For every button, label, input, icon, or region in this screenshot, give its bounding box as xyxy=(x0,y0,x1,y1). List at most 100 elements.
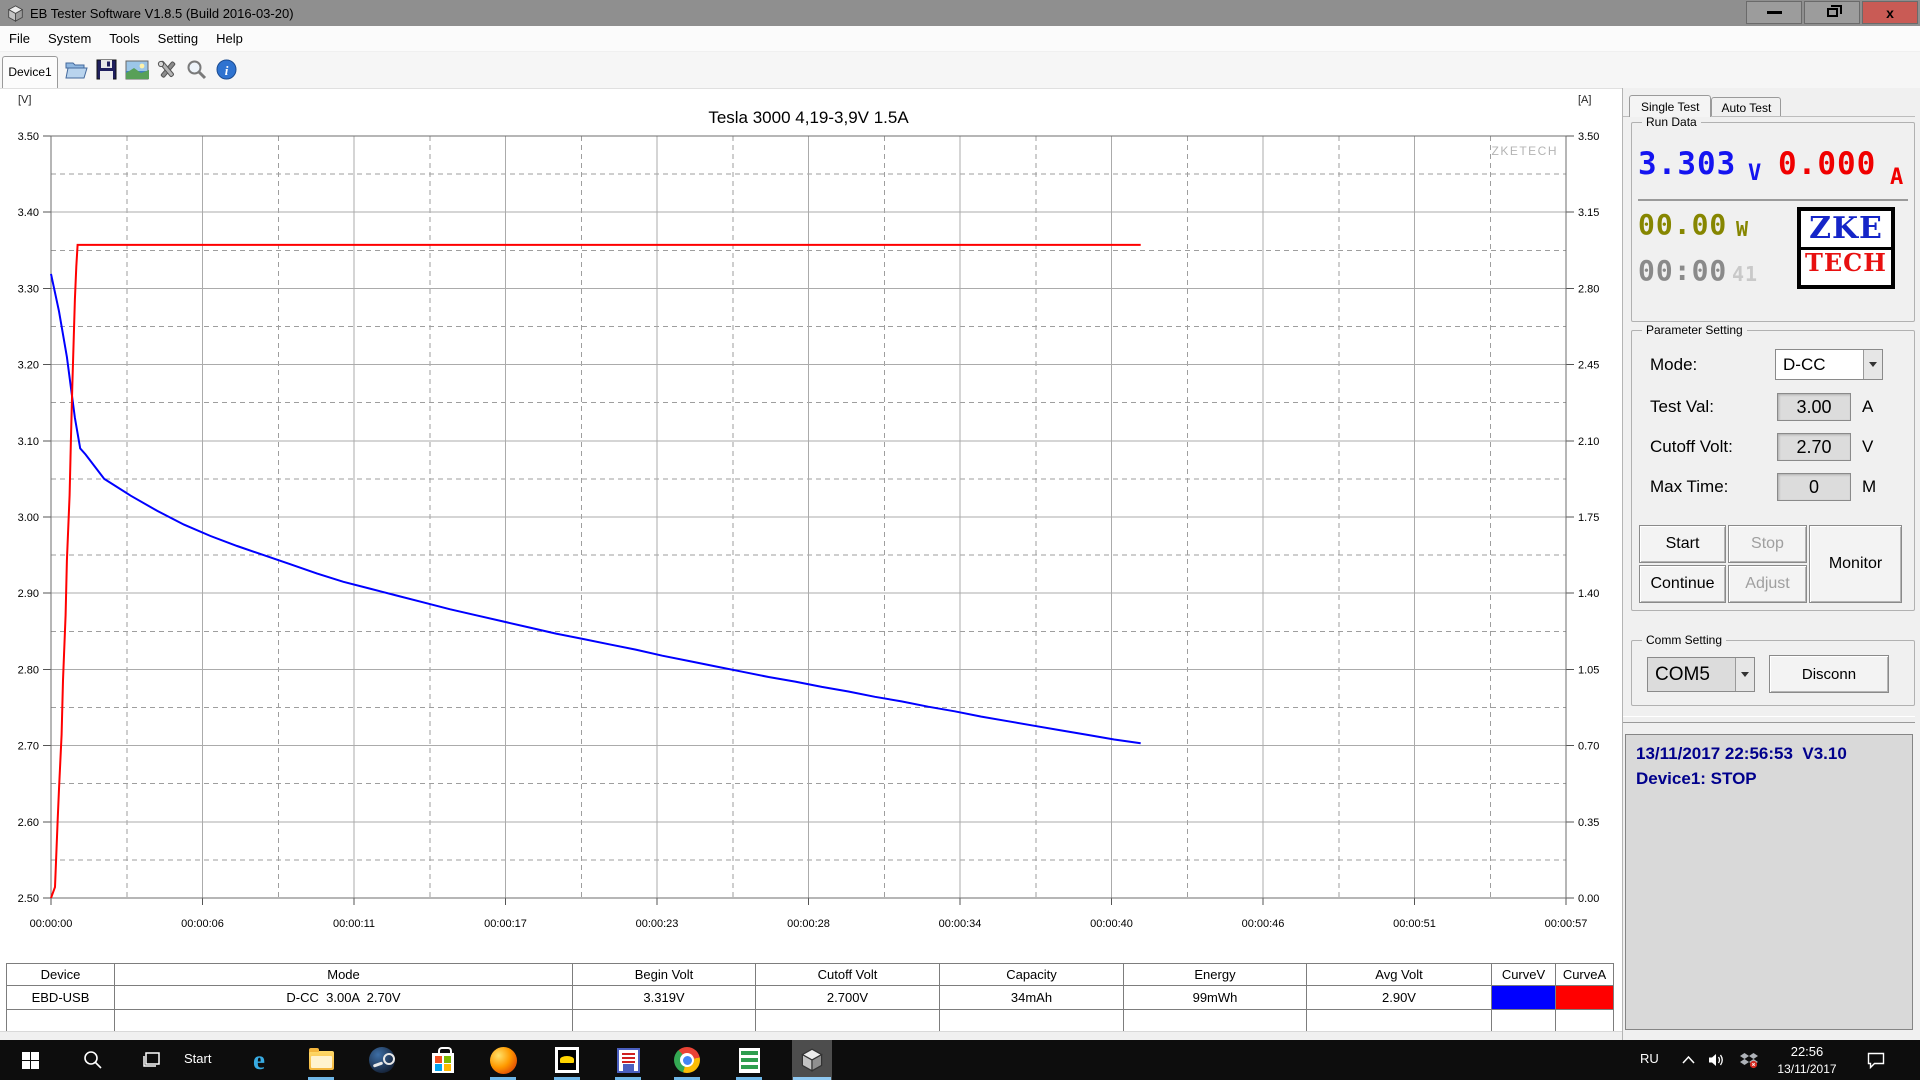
tab-single-test[interactable]: Single Test xyxy=(1629,95,1712,117)
svg-text:00:00:34: 00:00:34 xyxy=(939,918,982,930)
edge-icon: e xyxy=(253,1044,265,1075)
device-tab[interactable]: Device1 xyxy=(2,56,58,88)
taskbar-chrome[interactable] xyxy=(671,1043,703,1080)
table-row[interactable]: EBD-USB D-CC 3.00A 2.70V 3.319V 2.700V 34mAh… xyxy=(6,985,1614,1010)
start-button[interactable]: Start xyxy=(1639,525,1726,563)
runtime-display: 00:00 xyxy=(1638,254,1728,287)
svg-text:0.00: 0.00 xyxy=(1578,893,1599,905)
mode-select[interactable]: D-CC xyxy=(1775,349,1883,380)
taskbar-steam[interactable] xyxy=(366,1043,398,1077)
taskbar-spreadsheet[interactable] xyxy=(733,1043,765,1080)
table-header-cell: Begin Volt xyxy=(572,963,756,986)
menu-file[interactable]: File xyxy=(9,30,30,46)
dropbox-icon xyxy=(1740,1052,1758,1068)
svg-text:2.70: 2.70 xyxy=(18,741,39,753)
disk-utility-icon xyxy=(616,1047,640,1073)
com-port-select[interactable]: COM5 xyxy=(1647,657,1755,692)
tab-auto-test[interactable]: Auto Test xyxy=(1711,97,1782,117)
table-cell xyxy=(1555,1009,1614,1034)
chrome-icon xyxy=(674,1047,700,1073)
current-unit: A xyxy=(1890,165,1905,190)
close-button[interactable]: x xyxy=(1862,1,1918,24)
menu-system[interactable]: System xyxy=(47,30,92,46)
continue-button[interactable]: Continue xyxy=(1639,565,1726,603)
current-display: 0.000 xyxy=(1778,146,1877,182)
power-display: 00.00 xyxy=(1638,208,1728,241)
svg-text:2.60: 2.60 xyxy=(18,817,39,829)
action-center-button[interactable] xyxy=(1862,1043,1890,1077)
restore-icon xyxy=(1826,5,1842,17)
table-row[interactable] xyxy=(6,1009,1614,1034)
test-val-input[interactable]: 3.00 xyxy=(1777,393,1851,421)
running-indicator xyxy=(674,1077,700,1080)
panel-splitter[interactable] xyxy=(1623,716,1915,723)
cutoff-volt-label: Cutoff Volt: xyxy=(1650,437,1733,456)
disconnect-button[interactable]: Disconn xyxy=(1769,655,1889,693)
svg-text:00:00:28: 00:00:28 xyxy=(787,918,830,930)
running-indicator xyxy=(554,1077,580,1080)
right-panel: Single Test Auto Test Run Data 3.303 V 0… xyxy=(1622,88,1920,1040)
taskbar-search-button[interactable] xyxy=(77,1043,109,1077)
adjust-button[interactable]: Adjust xyxy=(1728,565,1807,603)
table-cell: 2.90V xyxy=(1306,985,1492,1010)
table-cell xyxy=(1306,1009,1492,1034)
svg-text:2.50: 2.50 xyxy=(18,893,39,905)
tray-expand-button[interactable] xyxy=(1676,1043,1700,1077)
taskbar-file-explorer[interactable] xyxy=(305,1043,337,1080)
windows-start-button[interactable] xyxy=(14,1043,46,1077)
menu-help[interactable]: Help xyxy=(216,30,243,46)
tools-icon[interactable] xyxy=(154,57,179,82)
table-header-cell: CurveV xyxy=(1491,963,1556,986)
language-indicator[interactable]: RU xyxy=(1640,1051,1659,1066)
tray-volume[interactable] xyxy=(1704,1043,1730,1077)
notification-icon xyxy=(1867,1052,1885,1069)
taskbar-store[interactable] xyxy=(427,1043,459,1077)
about-info-icon[interactable]: i xyxy=(214,57,239,82)
taskbar-the-bat[interactable] xyxy=(551,1043,583,1080)
task-view-icon xyxy=(143,1052,160,1067)
svg-text:[V]: [V] xyxy=(18,94,31,106)
taskbar-firefox[interactable] xyxy=(487,1043,519,1080)
table-cell xyxy=(1491,985,1556,1010)
spreadsheet-icon xyxy=(738,1047,760,1073)
comm-setting-label: Comm Setting xyxy=(1642,633,1727,647)
taskbar-edge[interactable]: e xyxy=(243,1043,275,1077)
svg-text:3.30: 3.30 xyxy=(18,283,39,295)
tray-date: 13/11/2017 xyxy=(1777,1062,1837,1076)
discharge-chart: 00:00:00 00:00:06 00:00:11 00:00:17 00:00:23… xyxy=(18,94,1600,930)
restore-button[interactable] xyxy=(1804,1,1860,24)
close-icon: x xyxy=(1886,4,1894,21)
svg-text:[A]: [A] xyxy=(1578,94,1591,106)
mode-value: D-CC xyxy=(1783,354,1826,374)
taskbar-disk-utility[interactable] xyxy=(612,1043,644,1080)
max-time-input[interactable]: 0 xyxy=(1777,473,1851,501)
run-data-group: Run Data 3.303 V 0.000 A 00.00 W 00:00 4… xyxy=(1631,115,1915,322)
menu-tools[interactable]: Tools xyxy=(109,30,140,46)
stop-button[interactable]: Stop xyxy=(1728,525,1807,563)
chart-area: 00:00:00 00:00:06 00:00:11 00:00:17 00:00:23… xyxy=(0,88,1622,1041)
com-port-dropdown-button[interactable] xyxy=(1735,658,1754,691)
mode-dropdown-button[interactable] xyxy=(1863,350,1882,379)
table-cell xyxy=(114,1009,573,1034)
minimize-button[interactable] xyxy=(1746,1,1802,24)
tray-clock[interactable]: 22:56 13/11/2017 xyxy=(1764,1043,1850,1077)
save-icon[interactable] xyxy=(94,57,119,82)
voltage-unit: V xyxy=(1748,161,1763,186)
cutoff-volt-unit: V xyxy=(1862,437,1874,456)
svg-text:00:00:11: 00:00:11 xyxy=(333,918,375,930)
tray-dropbox[interactable] xyxy=(1736,1043,1762,1077)
zoom-icon[interactable] xyxy=(184,57,209,82)
open-file-icon[interactable] xyxy=(64,57,89,82)
taskbar-eb-tester-active[interactable] xyxy=(792,1040,832,1080)
svg-text:00:00:23: 00:00:23 xyxy=(636,918,679,930)
title-bar: EB Tester Software V1.8.5 (Build 2016-03… xyxy=(0,0,1920,26)
svg-text:1.05: 1.05 xyxy=(1578,664,1599,676)
export-image-icon[interactable] xyxy=(124,57,149,82)
cutoff-volt-input[interactable]: 2.70 xyxy=(1777,433,1851,461)
svg-text:2.45: 2.45 xyxy=(1578,360,1599,372)
steam-icon xyxy=(369,1047,395,1073)
monitor-button[interactable]: Monitor xyxy=(1809,525,1902,603)
the-bat-icon xyxy=(555,1047,579,1073)
task-view-button[interactable] xyxy=(135,1043,167,1077)
menu-setting[interactable]: Setting xyxy=(157,30,199,46)
